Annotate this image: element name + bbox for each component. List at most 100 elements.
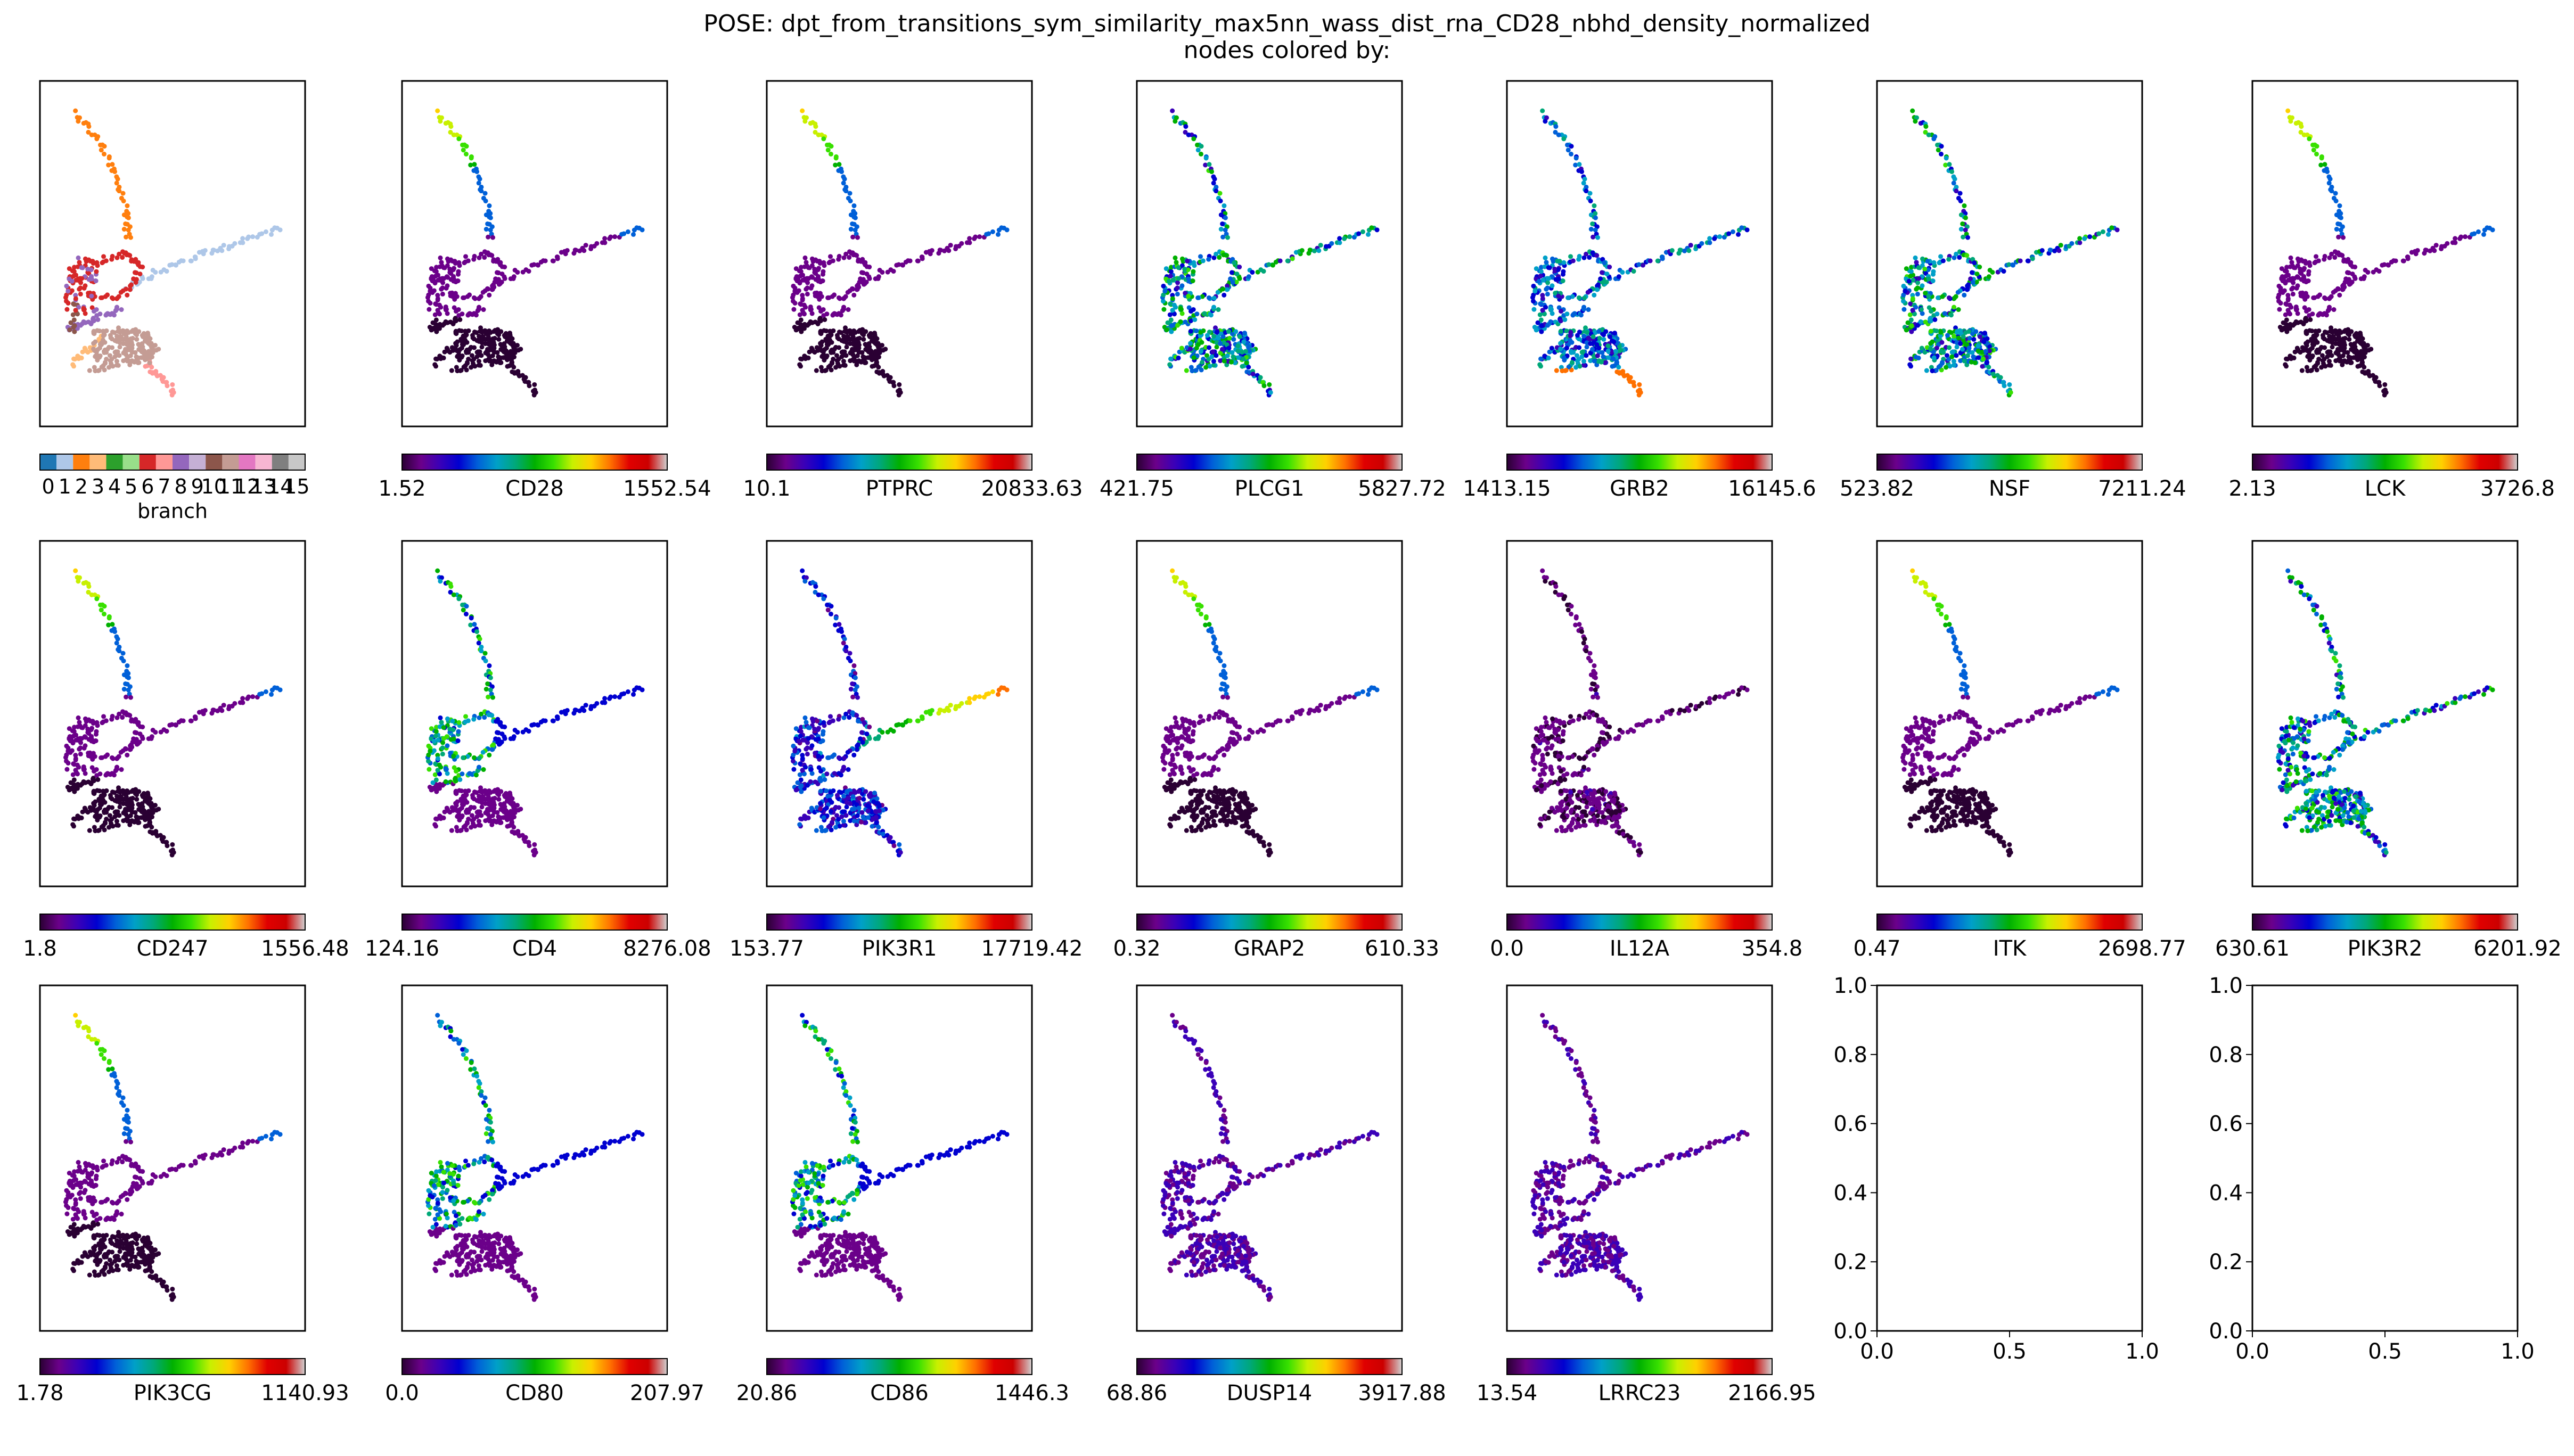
graph-node	[221, 243, 226, 248]
graph-node	[837, 162, 842, 167]
graph-node	[441, 736, 447, 741]
graph-node	[1949, 354, 1955, 359]
graph-node	[821, 355, 826, 360]
graph-node	[848, 198, 853, 203]
graph-node	[114, 640, 119, 646]
graph-node	[1209, 354, 1215, 359]
graph-node	[459, 328, 464, 334]
graph-node	[1208, 312, 1214, 318]
graph-node	[2333, 198, 2339, 203]
graph-node	[1178, 319, 1183, 324]
graph-node	[1534, 266, 1539, 272]
graph-node	[2280, 327, 2285, 333]
graph-node	[2322, 162, 2327, 167]
graph-node	[487, 663, 492, 668]
graph-node	[791, 283, 796, 289]
graph-node	[2295, 311, 2300, 316]
graph-node	[92, 769, 97, 774]
graph-node	[509, 820, 514, 826]
graph-node	[91, 806, 96, 811]
graph-node	[473, 312, 479, 318]
graph-node	[76, 255, 81, 260]
graph-node	[471, 755, 477, 760]
graph-node	[76, 119, 81, 124]
colorbar-label: PLCG1	[1235, 476, 1305, 501]
graph-node	[2030, 256, 2035, 261]
graph-node	[2307, 355, 2312, 360]
graph-node	[83, 283, 88, 289]
graph-node	[133, 739, 138, 745]
graph-node	[929, 248, 934, 253]
graph-node	[1170, 308, 1175, 313]
graph-node	[1222, 292, 1227, 298]
graph-node	[93, 828, 98, 834]
graph-node	[445, 771, 450, 776]
graph-node	[792, 289, 798, 294]
graph-node	[1234, 272, 1240, 277]
graph-node	[114, 255, 120, 260]
graph-node	[1960, 347, 1965, 352]
graph-node	[2336, 234, 2341, 240]
graph-node	[2340, 287, 2345, 292]
graph-node	[73, 108, 78, 113]
graph-node	[1536, 278, 1542, 284]
graph-node	[103, 820, 108, 825]
graph-node	[1565, 147, 1571, 153]
graph-node	[470, 333, 475, 338]
graph-node	[1965, 235, 1971, 240]
graph-node	[1951, 359, 1956, 364]
graph-node	[898, 390, 903, 395]
graph-node	[483, 198, 488, 203]
graph-node	[71, 729, 77, 734]
graph-node	[1558, 328, 1563, 334]
graph-node	[454, 769, 459, 774]
graph-node	[1907, 362, 1913, 367]
graph-node	[2283, 312, 2288, 317]
graph-node	[119, 795, 124, 801]
graph-node	[114, 180, 119, 186]
graph-node	[99, 607, 104, 613]
graph-node	[1539, 323, 1544, 328]
graph-node	[1543, 255, 1548, 260]
graph-node	[1369, 225, 1374, 231]
graph-node	[456, 260, 462, 265]
graph-node	[825, 147, 831, 153]
graph-node	[840, 349, 846, 355]
graph-node	[427, 767, 432, 772]
graph-node	[115, 176, 120, 182]
graph-node	[78, 285, 83, 291]
colorbar-label: PTPRC	[866, 476, 933, 501]
graph-node	[1660, 256, 1665, 261]
graph-node	[1926, 132, 1931, 137]
graph-node	[1928, 346, 1933, 351]
graph-node	[564, 708, 570, 713]
graph-node	[88, 259, 93, 264]
graph-node	[1907, 312, 1913, 317]
graph-node	[1569, 144, 1574, 149]
plot-frame	[401, 540, 668, 887]
graph-node	[1192, 317, 1198, 322]
graph-node	[564, 248, 570, 253]
graph-node	[215, 708, 220, 713]
graph-node	[1548, 319, 1553, 324]
graph-node	[2039, 248, 2045, 253]
colorbar	[39, 914, 306, 931]
graph-node	[1206, 295, 1211, 300]
graph-node	[1356, 231, 1362, 236]
graph-node	[447, 726, 453, 731]
colorbar-swatch	[206, 454, 223, 470]
graph-node	[132, 730, 137, 735]
graph-node	[2285, 296, 2291, 301]
graph-node	[2490, 227, 2495, 233]
graph-node	[1955, 290, 1961, 295]
plot-frame	[766, 80, 1033, 427]
graph-node	[479, 353, 484, 358]
graph-node	[64, 283, 69, 289]
graph-node	[102, 349, 107, 354]
graph-node	[795, 320, 800, 325]
graph-node	[456, 269, 461, 274]
graph-node	[2377, 383, 2382, 389]
graph-node	[829, 144, 834, 149]
graph-node	[532, 842, 537, 847]
graph-node	[240, 696, 245, 701]
